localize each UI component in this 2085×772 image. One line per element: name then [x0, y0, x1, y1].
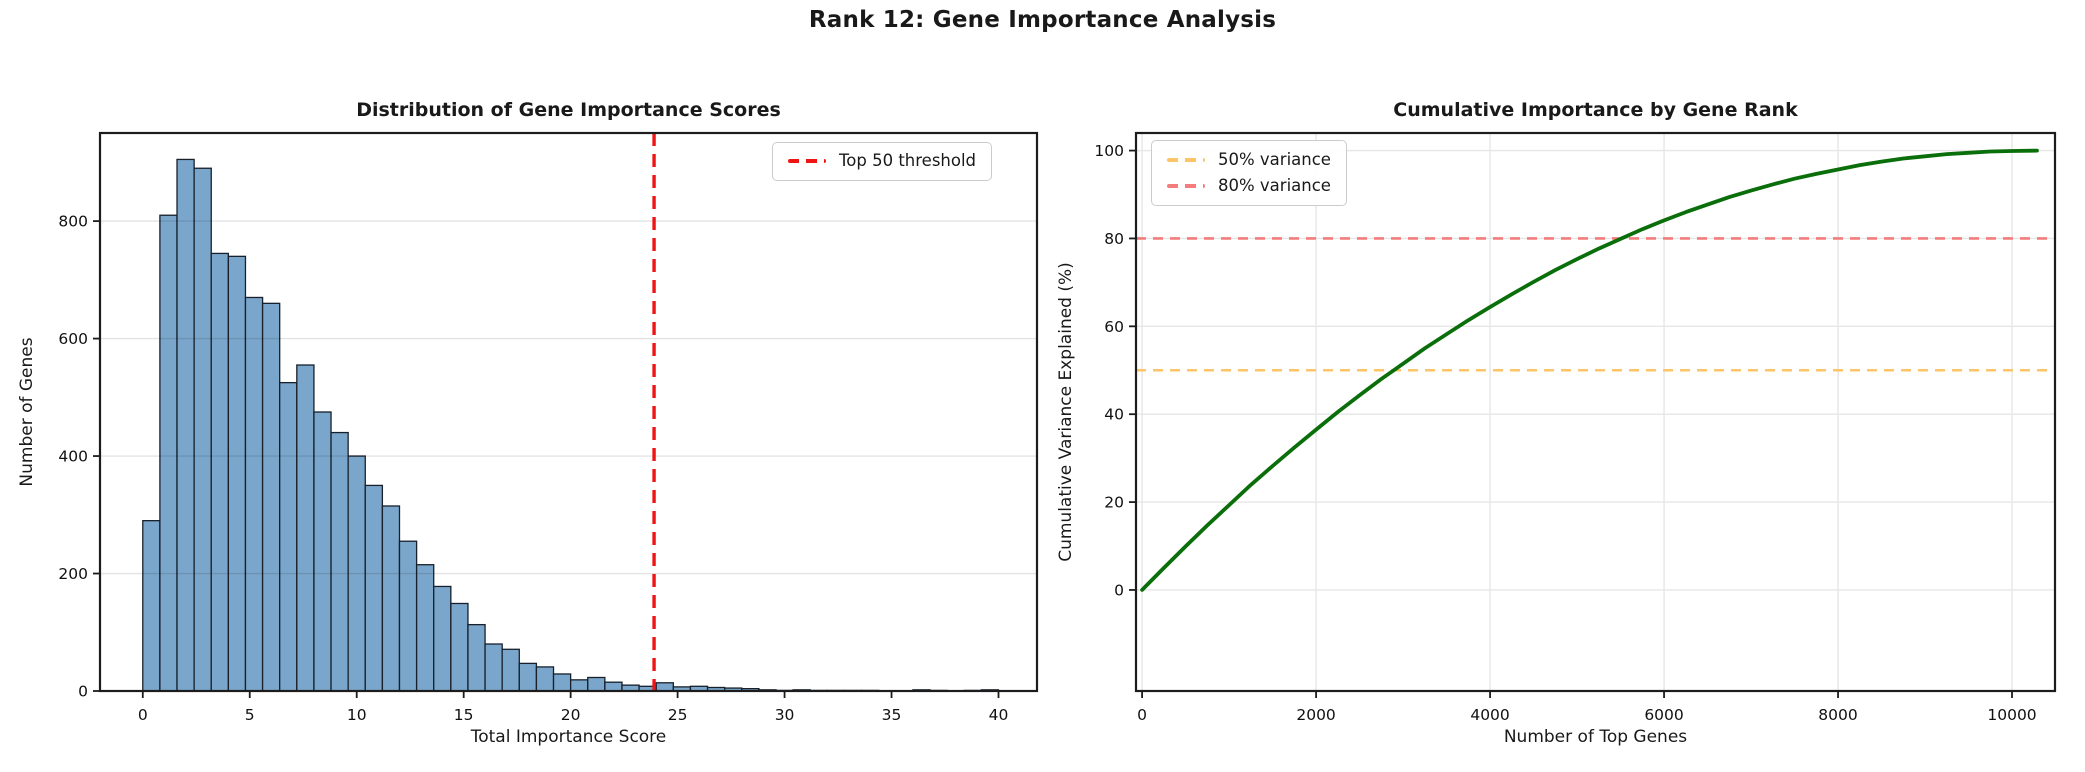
cumulative-legend: 50% variance 80% variance: [1151, 140, 1347, 206]
histogram-bar: [535, 666, 555, 692]
histogram-bar: [604, 681, 623, 692]
figure-title: Rank 12: Gene Importance Analysis: [808, 7, 1277, 33]
histogram-title: Distribution of Gene Importance Scores: [356, 99, 781, 121]
y-tick-label: 600: [58, 330, 88, 348]
x-tick-label: 25: [668, 706, 688, 724]
histogram-bar: [227, 255, 247, 692]
histogram-bar: [381, 505, 401, 692]
legend-entry-50pct: 50% variance: [1167, 150, 1331, 169]
axes-spines: [98, 131, 1039, 693]
legend-label-50pct: 50% variance: [1218, 150, 1331, 169]
histogram-bar: [176, 158, 195, 692]
y-tick-label: 60: [1104, 318, 1124, 336]
y-tick-label: 20: [1104, 494, 1124, 512]
variance80-dash-swatch: [1167, 183, 1205, 188]
axes-spines: [1134, 131, 2057, 693]
histogram-bar: [159, 214, 178, 692]
cumulative-y-axis-label: Cumulative Variance Explained (%): [1056, 262, 1076, 562]
histogram-bar: [364, 484, 384, 692]
x-tick-label: 15: [454, 706, 474, 724]
x-tick-label: 8000: [1818, 706, 1857, 724]
x-tick-label: 5: [245, 706, 255, 724]
x-tick-label: 40: [989, 706, 1009, 724]
histogram-bar: [587, 676, 606, 692]
cumulative-x-axis-label: Number of Top Genes: [1503, 727, 1688, 747]
legend-entry-threshold: Top 50 threshold: [788, 151, 977, 170]
histogram-bar: [279, 381, 298, 692]
histogram-bar: [518, 662, 538, 692]
legend-entry-80pct: 80% variance: [1167, 175, 1331, 195]
x-tick-label: 35: [882, 706, 902, 724]
histogram-bar: [415, 564, 435, 692]
threshold-dash-swatch: [788, 159, 826, 164]
x-tick-label: 0: [1137, 706, 1147, 724]
histogram-bar: [142, 520, 161, 692]
x-tick-label: 0: [138, 706, 148, 724]
x-tick-label: 10: [347, 706, 367, 724]
histogram-bar: [313, 411, 332, 692]
cumulative-curve: [1140, 148, 2039, 592]
cumulative-title: Cumulative Importance by Gene Rank: [1393, 99, 1798, 121]
x-tick-label: 2000: [1296, 706, 1335, 724]
histogram-bar: [552, 673, 572, 692]
y-tick-label: 40: [1104, 406, 1124, 424]
y-tick-label: 200: [58, 565, 88, 583]
x-tick-label: 20: [561, 706, 581, 724]
histogram-bar: [261, 302, 281, 692]
histogram-bar: [655, 682, 674, 692]
x-tick-label: 4000: [1470, 706, 1509, 724]
y-tick-label: 80: [1104, 230, 1124, 248]
y-tick-label: 400: [58, 448, 88, 466]
y-tick-label: 800: [58, 213, 88, 231]
histogram-bar: [467, 623, 486, 692]
x-tick-label: 30: [775, 706, 795, 724]
x-tick-label: 6000: [1644, 706, 1683, 724]
histogram-x-axis-label: Total Importance Score: [470, 727, 667, 747]
x-tick-label: 10000: [1987, 706, 2036, 724]
histogram-bar: [244, 296, 264, 692]
histogram-bar: [501, 648, 520, 692]
legend-label-threshold: Top 50 threshold: [839, 151, 977, 170]
y-tick-label: 100: [1094, 142, 1124, 160]
histogram-bar: [450, 602, 469, 692]
y-tick-label: 0: [1114, 581, 1124, 599]
histogram-bar: [330, 431, 349, 692]
histogram-bar: [569, 679, 589, 692]
legend-label-80pct: 80% variance: [1218, 175, 1331, 195]
histogram-legend: Top 50 threshold: [772, 142, 993, 181]
histogram-bar: [398, 540, 418, 692]
y-tick-label: 0: [78, 683, 88, 701]
variance50-dash-swatch: [1167, 158, 1205, 163]
histogram-bar: [433, 585, 452, 692]
histogram-bar: [193, 167, 212, 692]
histogram-bar: [296, 364, 315, 692]
histogram-bar: [484, 643, 503, 692]
histogram-y-axis-label: Number of Genes: [17, 337, 37, 487]
histogram-bar: [210, 252, 230, 692]
